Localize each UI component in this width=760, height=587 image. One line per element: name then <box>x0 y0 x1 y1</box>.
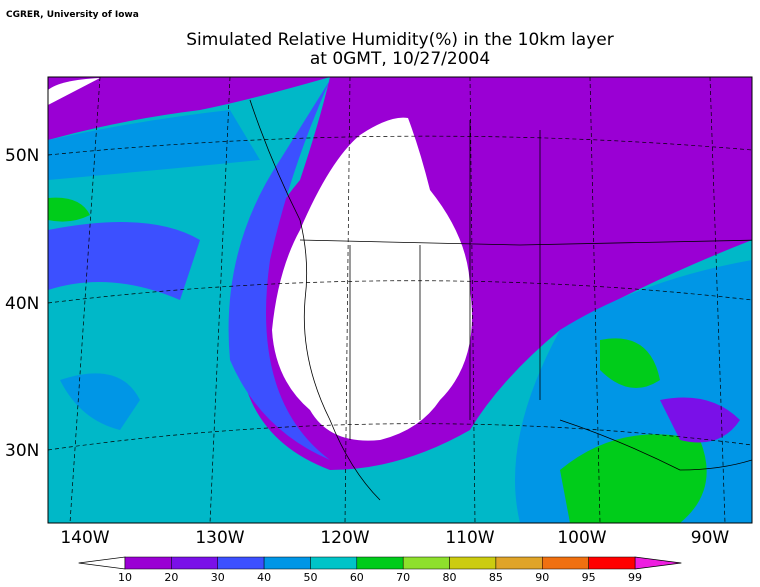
lon-label: 100W <box>557 528 606 548</box>
title-line: at 0GMT, 10/27/2004 <box>310 49 490 69</box>
colorbar-swatch <box>171 556 218 570</box>
map <box>47 76 753 524</box>
colorbar-over <box>634 556 682 570</box>
colorbar-label: 85 <box>489 571 503 584</box>
colorbar-label: 20 <box>164 571 178 584</box>
colorbar-label: 10 <box>118 571 132 584</box>
colorbar-swatch <box>310 556 358 570</box>
colorbar-label: 50 <box>303 571 317 584</box>
lon-label: 120W <box>320 528 369 548</box>
lon-label: 90W <box>691 528 730 548</box>
lat-label: 50N <box>5 146 39 166</box>
colorbar-label: 99 <box>628 571 642 584</box>
colorbar-label: 40 <box>257 571 271 584</box>
lon-label: 130W <box>195 528 244 548</box>
colorbar-label: 60 <box>350 571 364 584</box>
colorbar-swatch <box>495 556 543 570</box>
lon-label: 140W <box>60 528 109 548</box>
colorbar-label: 30 <box>211 571 225 584</box>
colorbar-swatch <box>449 556 497 570</box>
credit: CGRER, University of Iowa <box>6 10 139 20</box>
lat-label: 30N <box>5 441 39 461</box>
colorbar-label: 70 <box>396 571 410 584</box>
colorbar-swatch <box>402 556 450 570</box>
colorbar-swatch <box>217 556 265 570</box>
lat-label: 40N <box>5 294 39 314</box>
colorbar-swatch <box>263 556 311 570</box>
colorbar-label: 90 <box>535 571 549 584</box>
colorbar-under <box>78 556 126 570</box>
colorbar: 10 20 30 40 50 60 70 80 85 90 95 99 <box>78 556 682 584</box>
colorbar-swatch <box>542 556 589 570</box>
colorbar-swatch <box>124 556 172 570</box>
colorbar-label: 95 <box>582 571 596 584</box>
title-line: Simulated Relative Humidity(%) in the 10… <box>186 30 613 50</box>
colorbar-swatch <box>588 556 636 570</box>
lon-label: 110W <box>445 528 494 548</box>
colorbar-label: 80 <box>443 571 457 584</box>
colorbar-swatch <box>356 556 404 570</box>
